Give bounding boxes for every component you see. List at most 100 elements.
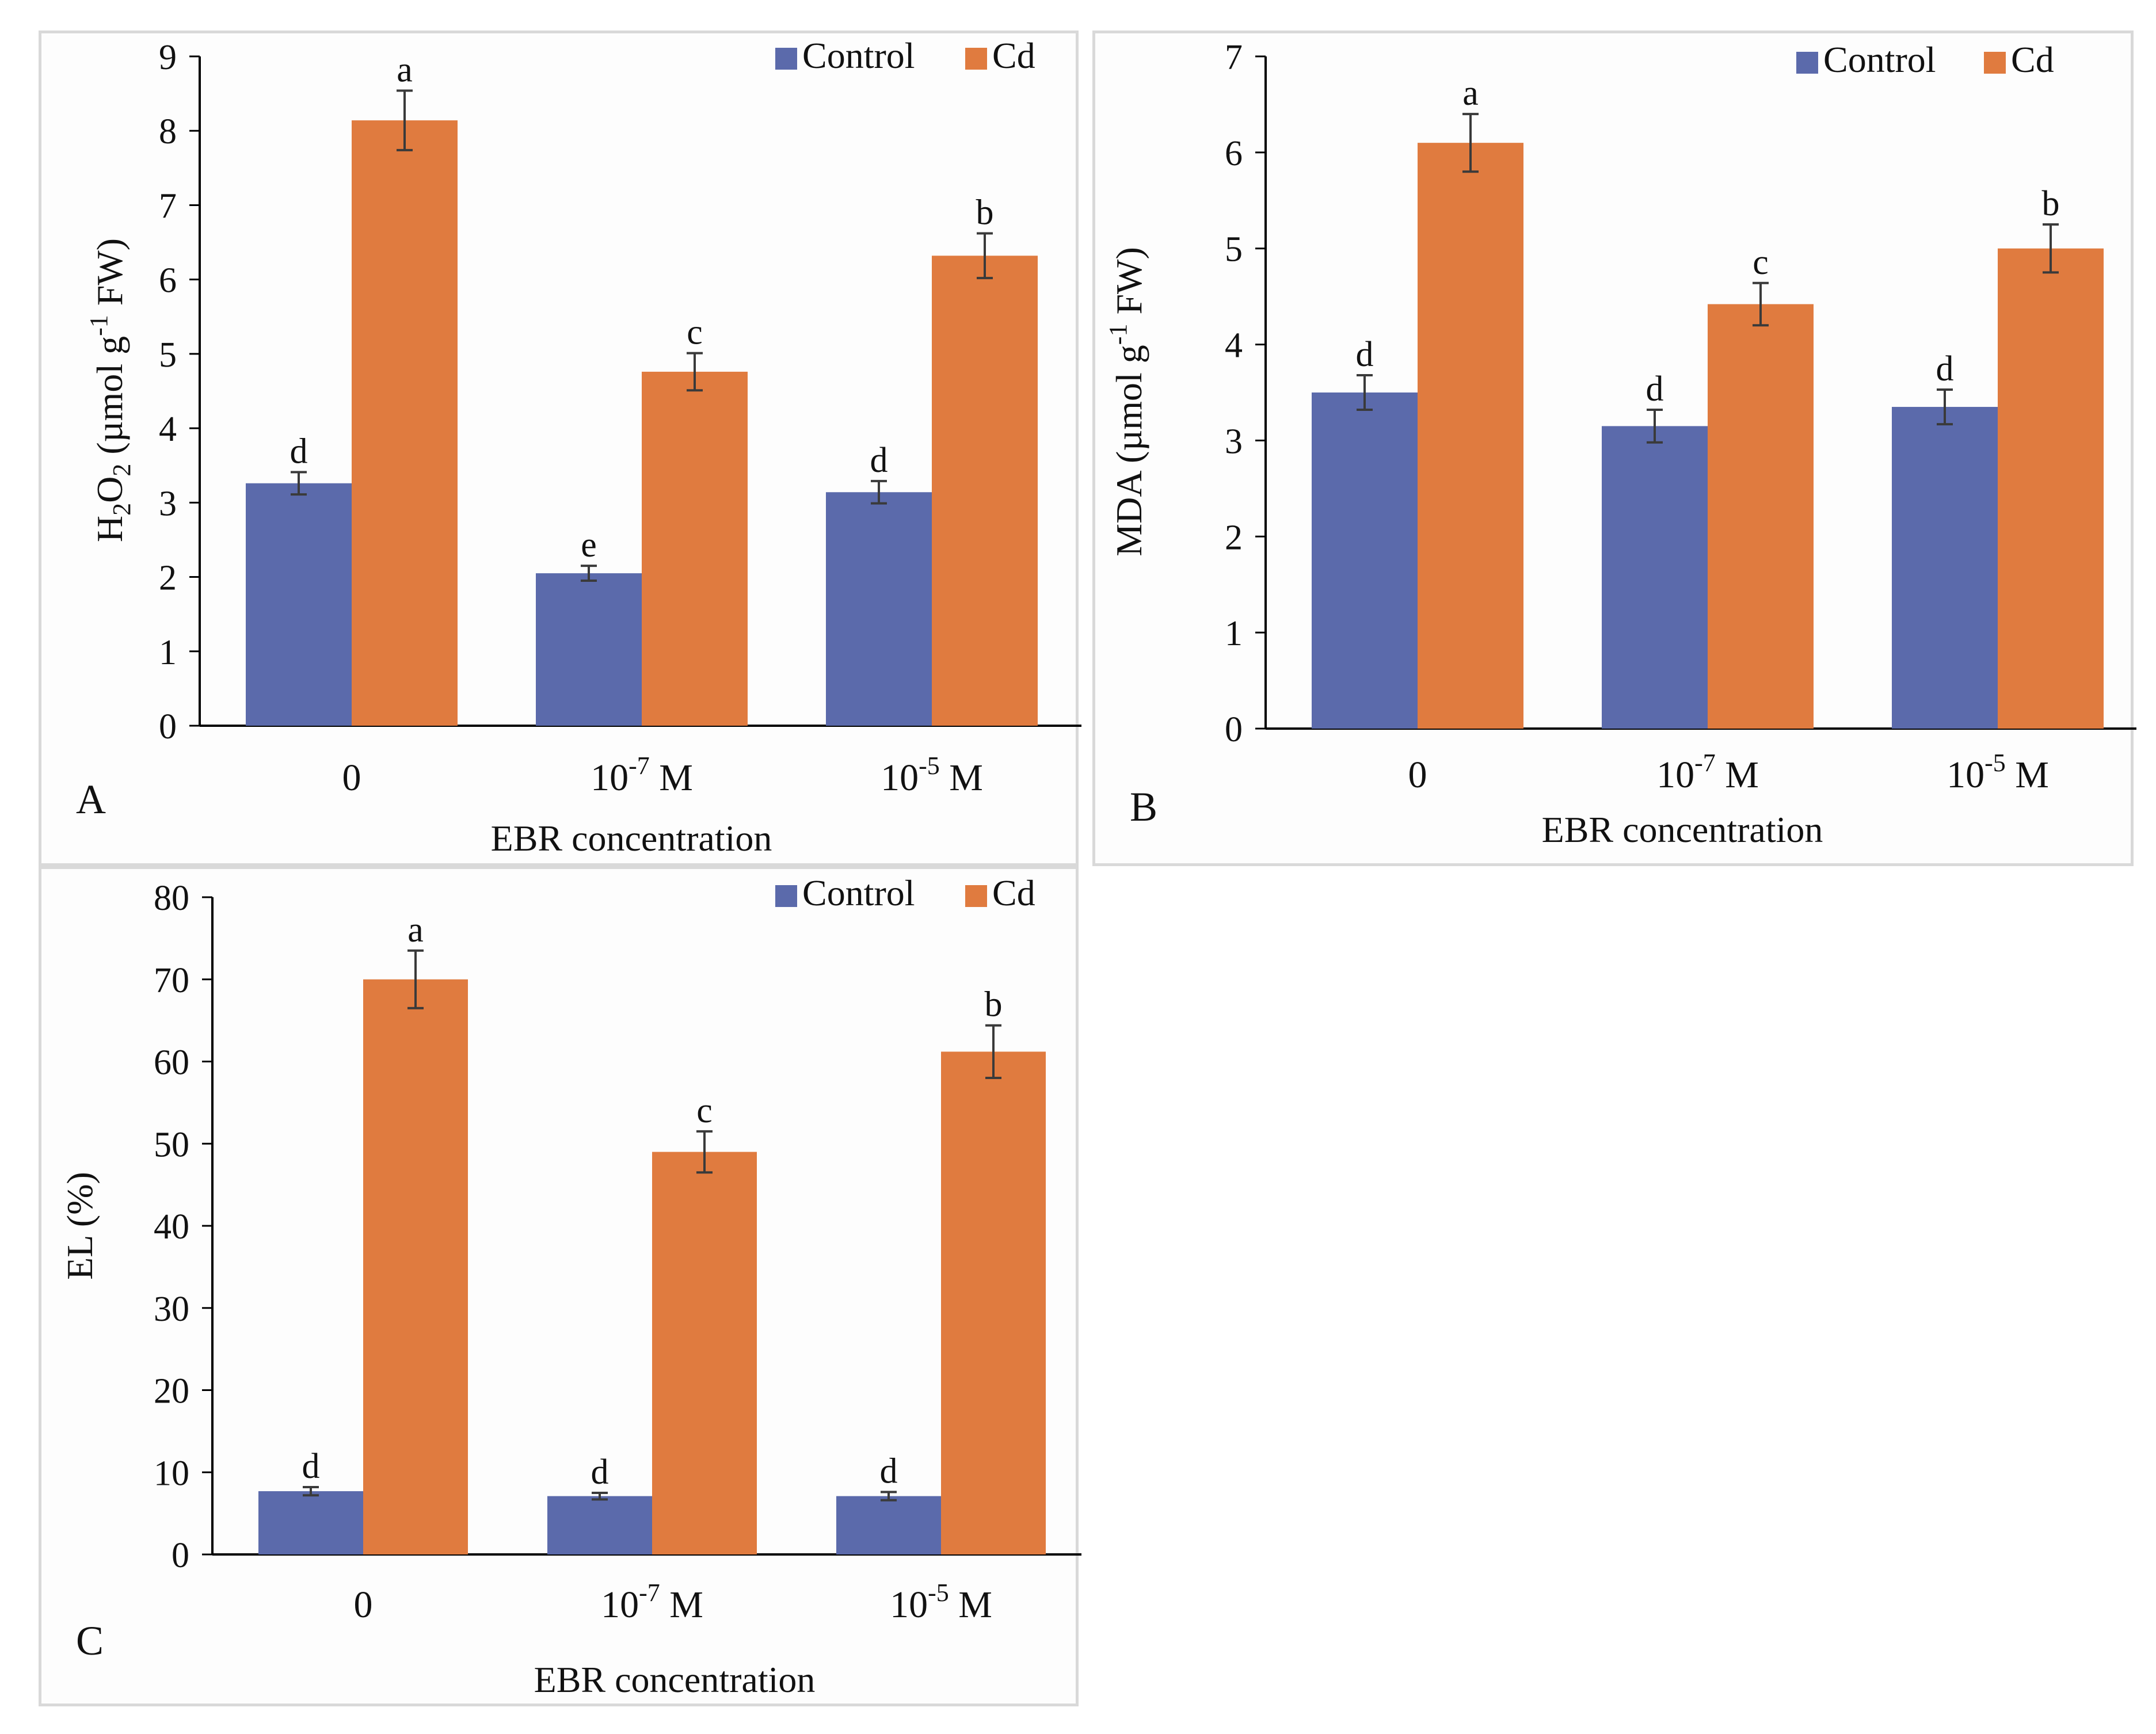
legend-label-cd: Cd [992,872,1035,913]
bar-control-2 [826,492,932,726]
panel-letter-b: B [1130,784,1157,830]
bar-control-2 [1892,407,1998,729]
y-tick-label: 0 [172,1536,189,1575]
panel-letter-a: A [76,776,106,822]
legend: Control Cd [775,35,1035,76]
y-tick-label: 30 [154,1290,189,1329]
legend-label-control: Control [1823,39,1936,80]
significance-letter: d [1646,369,1664,409]
bar-cd-0 [1418,143,1523,729]
y-tick-label: 2 [1225,518,1243,557]
panel-b: MDA (µmol g-1 FW) 0 1 2 3 4 5 6 7 d a d c d b 0 10-7 … [1092,31,2136,866]
significance-letter: c [696,1091,713,1130]
bar-control-0 [1312,392,1418,729]
significance-letter: b [976,193,994,233]
significance-letter: a [1462,74,1479,113]
y-tick-label: 40 [154,1207,189,1247]
significance-letter: b [985,985,1003,1024]
bar-control-1 [547,1496,652,1554]
x-tick-label: 10-5 M [1947,749,2049,796]
y-tick-label: 1 [1225,614,1243,653]
bar-cd-1 [1708,304,1814,729]
y-tick-label: 0 [1225,710,1243,749]
y-tick-label: 6 [159,261,177,300]
legend-label-control: Control [802,872,915,913]
y-tick-label: 7 [159,186,177,226]
x-tick-label: 10-5 M [881,752,983,799]
legend-swatch-cd [1984,52,2006,74]
y-tick-label: 20 [154,1372,189,1411]
x-tick-label: 10-7 M [601,1579,703,1626]
y-axis-label: EL (%) [59,1172,100,1280]
y-tick-label: 60 [154,1043,189,1083]
y-axis-label: H2O2 (µmol g-1 FW) [85,238,136,542]
x-tick-label: 0 [342,757,361,799]
y-tick-label: 1 [159,633,177,672]
x-axis-label: EBR concentration [491,818,772,859]
legend-swatch-cd [965,48,987,70]
y-axis-label: MDA (µmol g-1 FW) [1104,247,1149,557]
chart-b: MDA (µmol g-1 FW) 0 1 2 3 4 5 6 7 d a d c d b 0 10-7 … [1104,38,2136,850]
y-tick-label: 5 [1225,230,1243,269]
y-tick-label: 0 [159,707,177,746]
bar-control-1 [536,573,642,726]
svg-text:MDA (µmol g-1 FW): MDA (µmol g-1 FW) [1104,247,1149,557]
legend-label-control: Control [802,35,915,76]
y-tick-label: 80 [154,879,189,918]
legend-swatch-cd [965,885,987,907]
bar-control-0 [246,483,352,726]
bar-cd-2 [932,256,1038,726]
significance-letter: d [880,1452,898,1491]
legend-label-cd: Cd [2011,39,2054,80]
significance-letter: a [407,910,424,950]
y-tick-label: 50 [154,1125,189,1164]
bar-control-2 [836,1496,941,1554]
x-tick-label: 10-5 M [890,1579,992,1626]
y-tick-label: 3 [159,484,177,523]
panel-a: H2O2 (µmol g-1 FW) 0 1 2 3 4 5 6 7 8 9 d a e c d b 0 10… [39,31,1081,866]
significance-letter: d [870,441,888,480]
x-tick-label: 0 [354,1584,373,1626]
significance-letter: c [1753,243,1769,282]
legend-swatch-control [775,48,797,70]
significance-letter: c [687,313,703,352]
chart-a: H2O2 (µmol g-1 FW) 0 1 2 3 4 5 6 7 8 9 d a e c d b 0 10… [76,35,1081,859]
bar-cd-0 [363,979,468,1554]
legend-swatch-control [775,885,797,907]
svg-text:H2O2 (µmol g-1 FW): H2O2 (µmol g-1 FW) [85,238,136,542]
significance-letter: d [591,1453,609,1492]
legend: Control Cd [775,872,1035,913]
bar-cd-2 [941,1051,1046,1554]
bar-cd-1 [652,1152,757,1554]
significance-letter: e [581,525,597,565]
y-tick-label: 5 [159,336,177,375]
significance-letter: a [397,50,413,89]
legend: Control Cd [1796,39,2054,80]
panel-letter-c: C [76,1618,104,1664]
y-tick-label: 2 [159,559,177,598]
svg-text:EL (%): EL (%) [59,1172,100,1280]
y-tick-label: 3 [1225,422,1243,461]
significance-letter: d [290,432,308,471]
bar-cd-0 [352,120,458,726]
x-tick-label: 10-7 M [591,752,693,799]
bar-control-0 [258,1491,363,1554]
x-axis-label: EBR concentration [534,1659,816,1700]
y-tick-label: 4 [1225,326,1243,365]
y-tick-label: 6 [1225,134,1243,173]
bar-control-1 [1602,426,1708,729]
significance-letter: d [1356,335,1374,374]
y-tick-label: 8 [159,112,177,151]
y-tick-label: 7 [1225,38,1243,77]
x-axis-label: EBR concentration [1542,809,1823,850]
x-tick-label: 10-7 M [1656,749,1759,796]
chart-c: EL (%) 0 10 20 30 40 50 60 70 80 d a d c d b 0 10-7 M 1… [59,872,1081,1700]
y-tick-label: 4 [159,410,177,449]
y-tick-label: 9 [159,38,177,77]
significance-letter: d [302,1447,320,1486]
legend-swatch-control [1796,52,1818,74]
x-tick-label: 0 [1408,754,1427,796]
y-tick-label: 70 [154,961,189,1000]
y-tick-label: 10 [154,1454,189,1493]
significance-letter: d [1936,349,1954,388]
